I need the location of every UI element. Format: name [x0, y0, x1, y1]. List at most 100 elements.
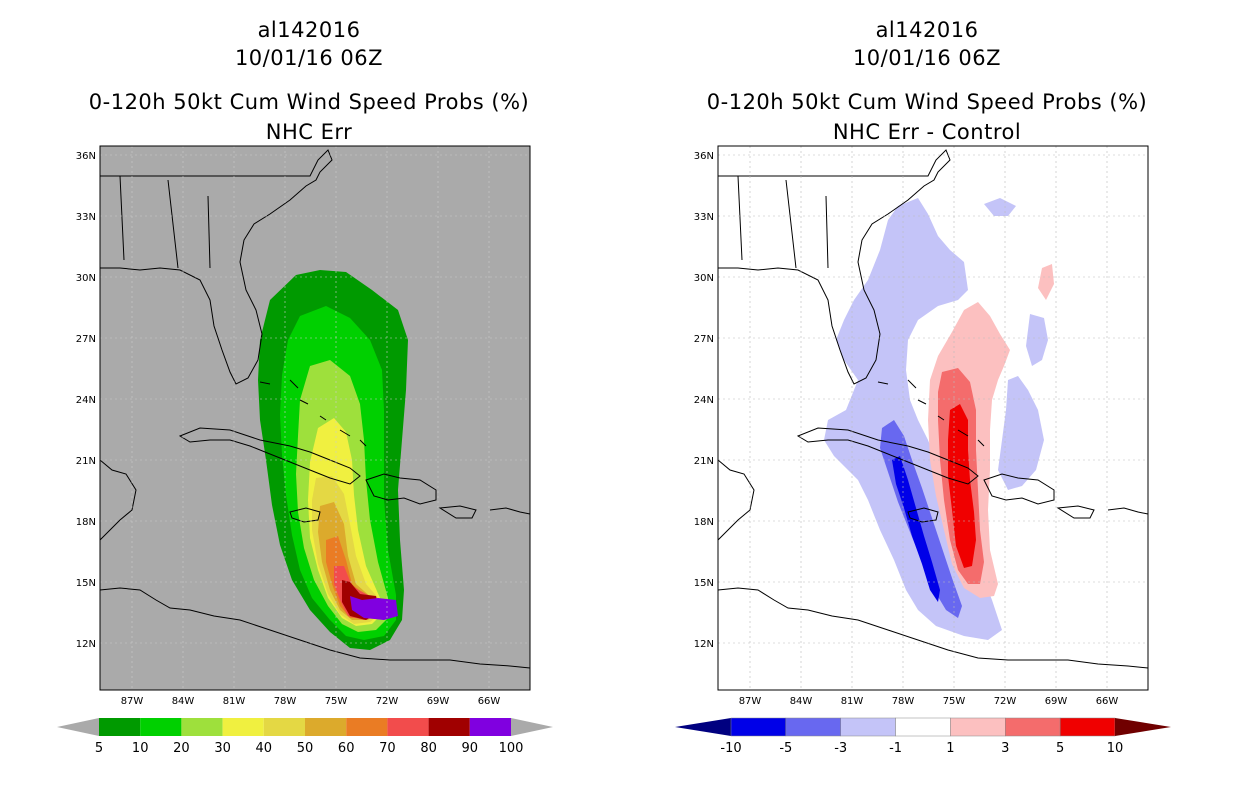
lat-tick: 30N — [76, 273, 96, 284]
contour-50 — [318, 502, 378, 620]
colorbar-box — [387, 718, 429, 736]
colorbar-label: -10 — [720, 741, 741, 756]
lat-tick: 12N — [694, 639, 714, 650]
gridlines — [718, 146, 1148, 690]
datetime: 10/01/16 06Z — [234, 46, 384, 70]
lat-tick: 15N — [694, 578, 714, 589]
colorbar-label: 40 — [256, 741, 273, 756]
lat-tick: 33N — [694, 212, 714, 223]
colorbar-label: 10 — [1107, 741, 1124, 756]
colorbar-label: 1 — [946, 741, 954, 756]
colorbar-box — [428, 718, 470, 736]
lon-tick: 75W — [325, 696, 348, 707]
contour-neg5 — [892, 456, 940, 602]
lon-tick: 78W — [274, 696, 297, 707]
colorbar-below-triangle — [675, 718, 731, 736]
colorbar-label: 10 — [132, 741, 149, 756]
chart-title: 0-120h 50kt Cum Wind Speed Probs (%) — [88, 90, 530, 114]
colorbar-right: -10 -5 -3 -1 1 3 5 10 — [675, 717, 1171, 756]
lat-tick: 36N — [694, 151, 714, 162]
lon-tick-labels: 87W 84W 81W 78W 75W 72W 69W 66W — [121, 696, 501, 707]
colorbar-below-triangle — [57, 718, 99, 736]
difference-contours — [824, 198, 1054, 640]
colorbar-box — [181, 718, 223, 736]
lon-tick: 87W — [739, 696, 762, 707]
left-panel: al142016 10/01/16 06Z 0-120h 50kt Cum Wi… — [57, 18, 553, 756]
colorbar-box — [950, 717, 1006, 737]
lat-tick-labels: 36N 33N 30N 27N 24N 21N 18N 15N 12N — [76, 151, 96, 650]
colorbar-label: 70 — [379, 741, 396, 756]
colorbar-box — [469, 718, 511, 736]
lat-tick: 18N — [694, 517, 714, 528]
contour-neg1-c — [1026, 314, 1048, 366]
lat-tick-labels: 36N 33N 30N 27N 24N 21N 18N 15N 12N — [694, 151, 714, 650]
colorbar-label: 50 — [297, 741, 314, 756]
colorbar-label: 30 — [214, 741, 231, 756]
colorbar-box — [895, 717, 951, 737]
lat-tick: 24N — [694, 395, 714, 406]
lon-tick: 69W — [427, 696, 450, 707]
lon-tick: 66W — [1096, 696, 1119, 707]
contour-neg1-d — [998, 376, 1044, 490]
coastlines — [717, 149, 1149, 669]
storm-id: al142016 — [257, 18, 361, 42]
lon-tick: 84W — [790, 696, 813, 707]
map-frame — [717, 145, 1149, 691]
colorbar-box — [140, 718, 182, 736]
lon-tick: 69W — [1045, 696, 1068, 707]
colorbar-box — [222, 718, 264, 736]
map-right: 36N 33N 30N 27N 24N 21N 18N 15N 12N 87W … — [675, 145, 1171, 756]
lat-tick: 24N — [76, 395, 96, 406]
contour-90 — [350, 596, 398, 620]
contour-pos5 — [948, 404, 976, 568]
colorbar-above-triangle — [1115, 718, 1171, 736]
map-frame — [99, 145, 531, 691]
right-panel: al142016 10/01/16 06Z 0-120h 50kt Cum Wi… — [618, 0, 1236, 800]
lat-tick: 27N — [694, 334, 714, 345]
lon-tick: 81W — [223, 696, 246, 707]
map-left: 36N 33N 30N 27N 24N 21N 18N 15N 12N 87W … — [57, 145, 553, 756]
colorbar-label: 60 — [338, 741, 355, 756]
colorbar-box — [1005, 717, 1061, 737]
colorbar-box — [1059, 717, 1116, 737]
lat-tick: 18N — [76, 517, 96, 528]
lon-tick: 78W — [892, 696, 915, 707]
lon-tick-labels: 87W 84W 81W 78W 75W 72W 69W 66W — [739, 696, 1119, 707]
colorbar-label: 5 — [95, 741, 103, 756]
colorbar-label: 100 — [499, 741, 524, 756]
colorbar-label: -1 — [889, 741, 902, 756]
lat-tick: 21N — [694, 456, 714, 467]
storm-id: al142016 — [875, 18, 979, 42]
lon-tick: 81W — [841, 696, 864, 707]
lon-tick: 84W — [172, 696, 195, 707]
gridlines — [100, 146, 530, 690]
colorbar-box — [346, 718, 388, 736]
chart-subtitle: NHC Err - Control — [832, 120, 1022, 144]
coastlines — [99, 149, 531, 669]
colorbar-box — [840, 717, 896, 737]
contour-pos1-b — [1038, 264, 1054, 300]
chart-subtitle: NHC Err — [265, 120, 353, 144]
colorbar-box — [99, 718, 141, 736]
lat-tick: 30N — [694, 273, 714, 284]
colorbar-box — [305, 718, 347, 736]
probability-contours — [258, 270, 408, 650]
colorbar-label: -3 — [834, 741, 847, 756]
lon-tick: 72W — [376, 696, 399, 707]
colorbar-label: 80 — [420, 741, 437, 756]
colorbar-label: 90 — [462, 741, 479, 756]
lat-tick: 27N — [76, 334, 96, 345]
lat-tick: 33N — [76, 212, 96, 223]
chart-title: 0-120h 50kt Cum Wind Speed Probs (%) — [706, 90, 1148, 114]
lat-tick: 15N — [76, 578, 96, 589]
lon-tick: 75W — [943, 696, 966, 707]
colorbar-label: 3 — [1001, 741, 1009, 756]
lon-tick: 87W — [121, 696, 144, 707]
colorbar-label: 5 — [1056, 741, 1064, 756]
colorbar-above-triangle — [511, 718, 553, 736]
contour-neg1-b — [984, 198, 1016, 216]
colorbar-box — [730, 717, 787, 737]
colorbar-label: 20 — [173, 741, 190, 756]
lat-tick: 21N — [76, 456, 96, 467]
colorbar-box — [785, 717, 841, 737]
